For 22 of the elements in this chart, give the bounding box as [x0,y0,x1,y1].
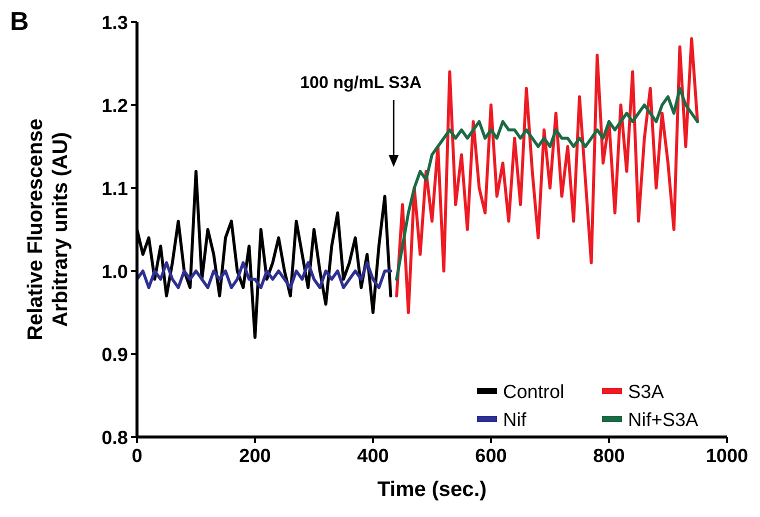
text: B [10,6,29,36]
x-tick-label: 800 [593,446,625,467]
x-tick-label: 600 [475,446,507,467]
y-tick-label: 0.9 [102,345,128,366]
legend-label: S3A [628,382,664,403]
y-tick-label: 1.0 [102,262,128,283]
y-tick-label: 1.3 [102,13,128,34]
x-tick-label: 400 [357,446,389,467]
annotation: 100 ng/mL S3A [300,73,422,92]
legend-label: Control [503,382,564,403]
y-tick-label: 1.1 [102,179,128,200]
legend-label: Nif [503,410,527,431]
x-tick-label: 200 [239,446,271,467]
x-tick-label: 0 [132,446,142,467]
y-tick-label: 1.2 [102,96,128,117]
x-tick-label: 1000 [706,446,748,467]
legend-label: Nif+S3A [628,410,699,431]
line-series [136,261,392,290]
y-tick-label: 0.8 [102,428,128,449]
line-series [395,86,699,281]
y-axis-title: Relative Fluorescense Arbitrary units (AU) [24,118,72,340]
x-axis-title: Time (sec.) [377,478,487,501]
